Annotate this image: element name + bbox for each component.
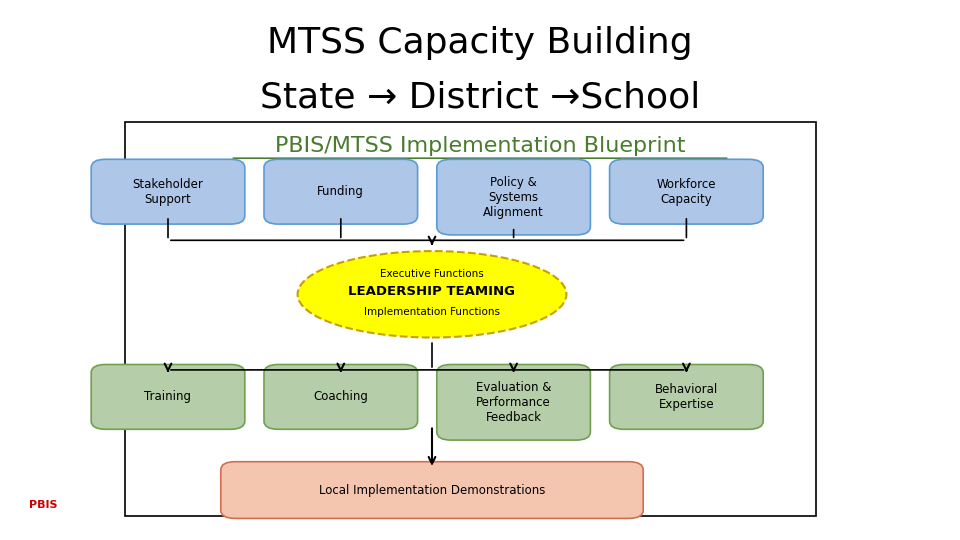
Text: Coaching: Coaching: [313, 390, 369, 403]
Text: LEADERSHIP TEAMING: LEADERSHIP TEAMING: [348, 285, 516, 298]
FancyBboxPatch shape: [91, 159, 245, 224]
FancyBboxPatch shape: [610, 159, 763, 224]
Text: Workforce
Capacity: Workforce Capacity: [657, 178, 716, 206]
Text: Policy &
Systems
Alignment: Policy & Systems Alignment: [483, 176, 544, 219]
FancyBboxPatch shape: [125, 122, 816, 516]
FancyBboxPatch shape: [264, 364, 418, 429]
Text: Stakeholder
Support: Stakeholder Support: [132, 178, 204, 206]
FancyBboxPatch shape: [221, 462, 643, 518]
Text: Funding: Funding: [318, 185, 364, 198]
FancyBboxPatch shape: [437, 364, 590, 440]
Text: PBIS/MTSS Implementation Blueprint: PBIS/MTSS Implementation Blueprint: [275, 136, 685, 156]
Ellipse shape: [298, 251, 566, 338]
Text: Behavioral
Expertise: Behavioral Expertise: [655, 383, 718, 411]
Text: Training: Training: [145, 390, 191, 403]
FancyBboxPatch shape: [91, 364, 245, 429]
Text: State → District →School: State → District →School: [260, 80, 700, 114]
Text: Executive Functions: Executive Functions: [380, 269, 484, 279]
Text: Local Implementation Demonstrations: Local Implementation Demonstrations: [319, 483, 545, 497]
Text: PBIS: PBIS: [29, 500, 58, 510]
Text: MTSS Capacity Building: MTSS Capacity Building: [267, 26, 693, 60]
Text: Implementation Functions: Implementation Functions: [364, 307, 500, 316]
Text: Evaluation &
Performance
Feedback: Evaluation & Performance Feedback: [476, 381, 551, 424]
FancyBboxPatch shape: [437, 159, 590, 235]
FancyBboxPatch shape: [610, 364, 763, 429]
FancyBboxPatch shape: [264, 159, 418, 224]
